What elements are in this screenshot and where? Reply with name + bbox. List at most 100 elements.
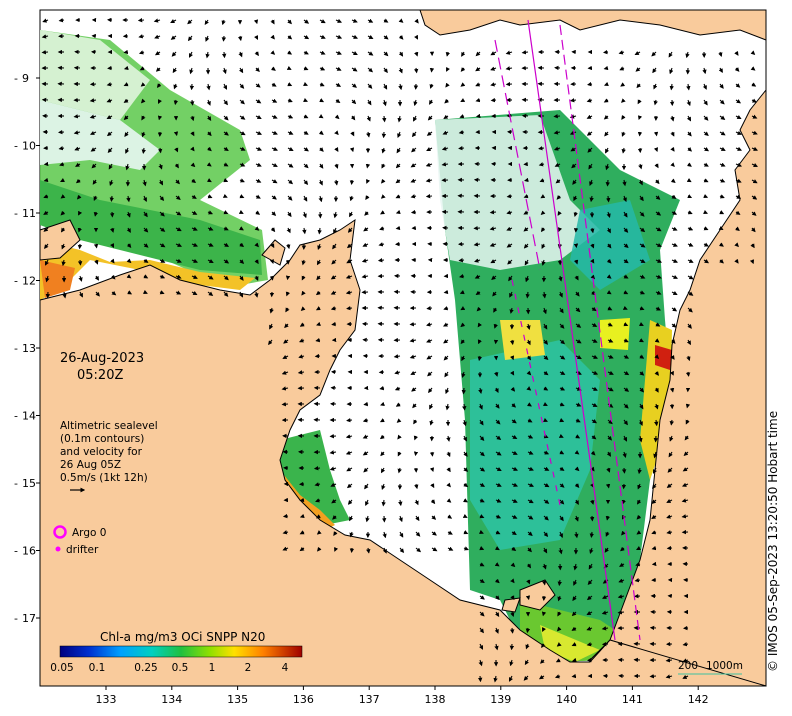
velocity-arrow [425, 178, 433, 183]
velocity-arrow [331, 321, 337, 327]
velocity-arrow [463, 530, 469, 535]
velocity-arrow [719, 258, 724, 264]
velocity-arrow [330, 482, 337, 487]
velocity-arrow [590, 258, 595, 264]
velocity-arrow [509, 627, 515, 634]
velocity-arrow [123, 82, 129, 87]
velocity-arrow [154, 50, 161, 56]
velocity-arrow [126, 243, 132, 249]
velocity-arrow [587, 579, 593, 586]
velocity-arrow [345, 450, 353, 455]
velocity-arrow [718, 51, 723, 58]
velocity-arrow [60, 210, 66, 216]
velocity-arrow [735, 210, 741, 215]
velocity-arrow [570, 147, 577, 152]
velocity-arrow [681, 498, 689, 503]
velocity-arrow [511, 403, 517, 408]
velocity-arrow [655, 290, 662, 295]
velocity-arrow [638, 321, 644, 326]
velocity-arrow [43, 194, 49, 199]
velocity-arrow [335, 50, 342, 55]
velocity-arrow [315, 290, 321, 296]
longitude-tick-label: 133 [96, 693, 117, 706]
velocity-arrow [639, 290, 646, 295]
velocity-arrow [447, 514, 453, 519]
velocity-arrow [109, 179, 114, 187]
velocity-arrow [751, 227, 756, 233]
velocity-arrow [222, 193, 228, 198]
velocity-arrow [639, 354, 645, 359]
velocity-arrow [205, 35, 210, 42]
velocity-arrow [462, 435, 467, 442]
velocity-arrow [462, 419, 467, 427]
velocity-arrow [526, 355, 532, 361]
velocity-arrow [495, 467, 502, 472]
velocity-arrow [591, 418, 598, 424]
velocity-arrow [207, 131, 212, 137]
velocity-arrow [478, 403, 483, 410]
latitude-minus-sign: - [14, 612, 18, 625]
velocity-arrow [511, 466, 519, 471]
velocity-arrow [137, 17, 145, 23]
velocity-arrow [571, 626, 577, 631]
velocity-arrow [489, 210, 497, 215]
velocity-arrow [607, 338, 614, 343]
velocity-arrow [634, 578, 641, 583]
velocity-arrow [543, 483, 550, 488]
velocity-arrow [606, 195, 611, 203]
velocity-arrow [687, 194, 693, 199]
velocity-arrow [73, 114, 81, 119]
velocity-arrow [206, 178, 212, 183]
velocity-arrow [495, 419, 501, 425]
velocity-arrow [479, 643, 483, 650]
velocity-arrow [590, 450, 596, 456]
colorbar-tick-label: 0.5 [172, 662, 189, 674]
velocity-arrow [460, 339, 466, 345]
velocity-arrow [364, 211, 369, 216]
velocity-arrow [445, 51, 451, 57]
velocity-arrow [173, 131, 179, 137]
velocity-arrow [510, 386, 516, 392]
velocity-arrow [571, 673, 577, 679]
velocity-arrow [157, 115, 163, 121]
altimetry-note-line: Altimetric sealevel [60, 420, 158, 432]
velocity-arrow [735, 162, 743, 167]
velocity-arrow [621, 530, 626, 536]
velocity-arrow [665, 674, 673, 679]
velocity-arrow [430, 483, 435, 489]
colorbar-tick-label: 2 [245, 662, 252, 674]
velocity-arrow [89, 114, 97, 119]
velocity-arrow [270, 34, 275, 40]
velocity-arrow [318, 195, 323, 203]
velocity-arrow [271, 195, 277, 200]
velocity-arrow [221, 19, 226, 26]
velocity-arrow [75, 162, 81, 167]
velocity-arrow [681, 514, 689, 519]
velocity-arrow [605, 147, 610, 154]
velocity-arrow [255, 210, 261, 215]
velocity-arrow [316, 321, 321, 327]
velocity-arrow [45, 275, 50, 283]
velocity-arrow [414, 18, 419, 24]
velocity-arrow [602, 594, 609, 599]
velocity-arrow [44, 243, 49, 249]
velocity-arrow [409, 338, 417, 343]
velocity-arrow [425, 193, 433, 199]
velocity-arrow [669, 83, 674, 91]
velocity-arrow [574, 515, 579, 522]
velocity-arrow [619, 66, 625, 71]
velocity-arrow [367, 67, 374, 73]
velocity-arrow [303, 34, 310, 40]
velocity-arrow [653, 99, 658, 106]
velocity-arrow [287, 195, 293, 201]
velocity-arrow [78, 291, 83, 298]
velocity-arrow [189, 51, 193, 58]
velocity-arrow [670, 339, 676, 344]
velocity-arrow [510, 611, 515, 618]
velocity-arrow [413, 99, 418, 107]
longitude-tick-label: 140 [556, 693, 577, 706]
velocity-arrow [429, 451, 435, 457]
altimetry-note: Altimetric sealevel (0.1m contours) and … [60, 420, 158, 484]
velocity-arrow [605, 515, 611, 521]
velocity-arrow [298, 338, 305, 343]
